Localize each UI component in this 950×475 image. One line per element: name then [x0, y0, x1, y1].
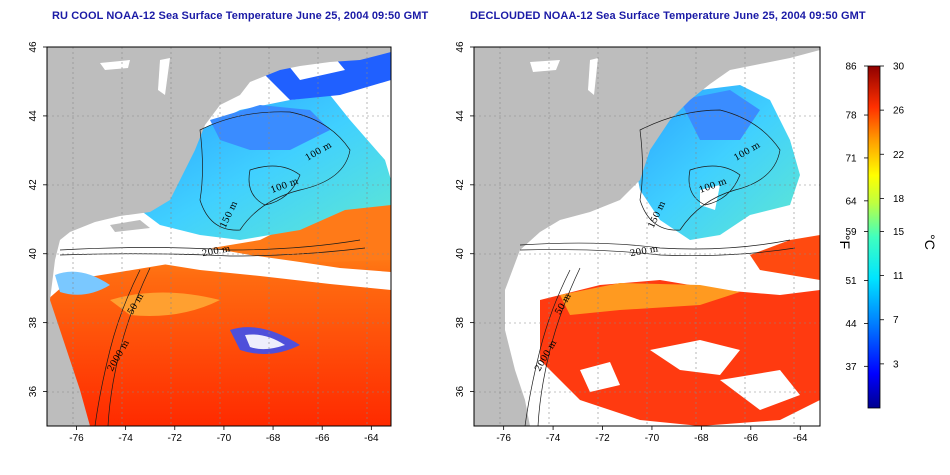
colorbar-f-label: 71	[845, 153, 857, 164]
colorbar-f-label: 78	[845, 111, 857, 122]
lon-tick-label: -66	[744, 433, 759, 444]
lon-tick-label: -70	[645, 433, 660, 444]
contour-label: 200 m	[629, 244, 659, 259]
lat-tick-label: 44	[28, 110, 39, 122]
colorbar-c-label: 22	[893, 150, 905, 161]
left-sst-map	[47, 47, 391, 426]
right-map-axes: -76 -74 -72 -70 -68 -66 -64 36 38 40 42 44 46	[455, 41, 808, 444]
colorbar-c-label: 11	[893, 271, 904, 282]
lat-tick-label: 44	[455, 110, 466, 122]
colorbar-unit-c: °C	[922, 234, 938, 250]
lon-tick-label: -70	[217, 433, 232, 444]
colorbar-c-label: 18	[893, 194, 905, 205]
lon-tick-label: -72	[168, 433, 183, 444]
lat-tick-label: 36	[28, 386, 39, 398]
left-map-axes: -76 -74 -72 -70 -68 -66 -64 36 38 40 42 44 46	[28, 41, 379, 444]
lat-tick-label: 40	[28, 248, 39, 260]
lon-tick-label: -64	[793, 433, 808, 444]
colorbar: °F °C 30 26 22 18 15 11 7 3 86 78 71 64 59 51 44 37	[837, 62, 938, 409]
lat-tick-label: 46	[28, 41, 39, 53]
lat-tick-label: 42	[455, 179, 466, 191]
lat-tick-label: 38	[28, 317, 39, 329]
lon-tick-label: -76	[496, 433, 511, 444]
lon-tick-label: -68	[694, 433, 709, 444]
lon-tick-label: -74	[546, 433, 561, 444]
lon-tick-label: -72	[595, 433, 610, 444]
lon-tick-label: -66	[315, 433, 330, 444]
left-map-title: RU COOL NOAA-12 Sea Surface Temperature …	[52, 10, 429, 22]
right-map-frame	[473, 46, 821, 427]
colorbar-unit-f: °F	[837, 235, 853, 249]
colorbar-c-label: 26	[893, 106, 905, 117]
colorbar-c-label: 3	[893, 359, 899, 370]
right-sst-map	[474, 47, 820, 426]
lon-tick-label: -74	[118, 433, 133, 444]
lon-tick-label: -76	[69, 433, 84, 444]
colorbar-f-label: 64	[845, 196, 857, 207]
right-map-title: DECLOUDED NOAA-12 Sea Surface Temperatur…	[470, 10, 866, 22]
left-map-frame	[46, 46, 392, 427]
colorbar-f-label: 59	[845, 227, 857, 238]
lat-tick-label: 46	[455, 41, 466, 53]
lat-tick-label: 36	[455, 386, 466, 398]
lat-tick-label: 40	[455, 248, 466, 260]
colorbar-c-label: 30	[893, 62, 905, 73]
colorbar-gradient	[867, 65, 881, 409]
lon-tick-label: -64	[364, 433, 379, 444]
colorbar-f-label: 37	[845, 362, 857, 373]
colorbar-c-label: 7	[893, 315, 899, 326]
colorbar-f-label: 44	[845, 319, 857, 330]
lat-tick-label: 42	[28, 179, 39, 191]
colorbar-f-label: 86	[845, 62, 857, 73]
contour-label: 200 m	[201, 244, 231, 259]
colorbar-f-label: 51	[845, 276, 857, 287]
colorbar-c-label: 15	[893, 227, 905, 238]
lat-tick-label: 38	[455, 317, 466, 329]
lon-tick-label: -68	[266, 433, 281, 444]
